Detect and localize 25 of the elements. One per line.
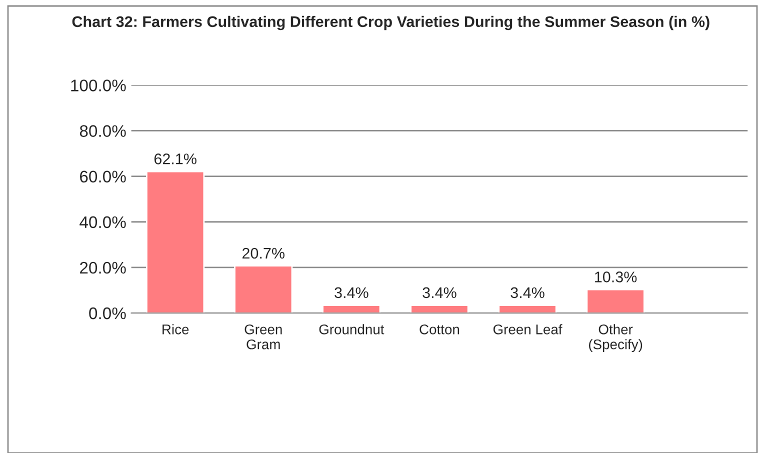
bar <box>146 170 205 314</box>
data-label: 3.4% <box>334 287 368 298</box>
x-tick-label: Cotton <box>420 324 460 334</box>
y-tick-label: 40.0% <box>80 216 126 228</box>
y-tick-label: 60.0% <box>80 170 126 183</box>
x-tick-label: Green Leaf <box>493 324 562 334</box>
data-label: 3.4% <box>422 287 456 298</box>
data-label: 62.1% <box>154 154 196 164</box>
data-label: 3.4% <box>510 287 544 298</box>
chart-title: Chart 32: Farmers Cultivating Different Crop Varieties During the Summer Season (in %) <box>72 16 710 30</box>
y-tick-label: 0.0% <box>89 307 126 320</box>
bar <box>234 265 293 314</box>
x-tick-label: Other (Specify) <box>589 324 642 352</box>
x-tick-label: Rice <box>162 324 189 334</box>
bar <box>586 288 645 314</box>
bar <box>498 304 557 314</box>
y-tick-label: 20.0% <box>80 262 126 274</box>
bar <box>322 304 381 314</box>
data-label: 20.7% <box>242 248 284 259</box>
y-tick-label: 80.0% <box>80 125 126 137</box>
bar <box>410 304 469 314</box>
data-label: 10.3% <box>595 272 637 282</box>
x-tick-label: Green Gram <box>244 324 282 350</box>
y-tick-label: 100.0% <box>71 80 126 92</box>
x-tick-label: Groundnut <box>319 324 384 334</box>
